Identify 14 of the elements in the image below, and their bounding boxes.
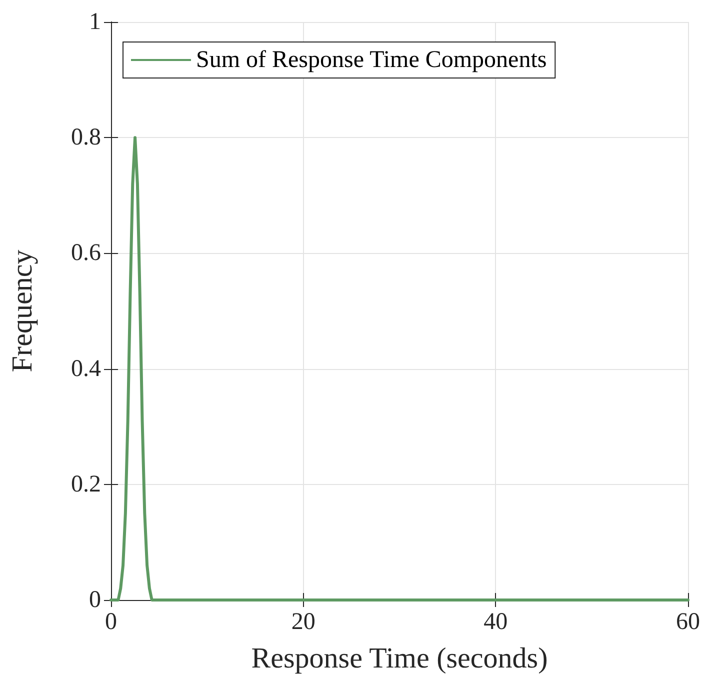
line-series bbox=[110, 136, 690, 602]
x-tick-label: 60 bbox=[676, 609, 700, 635]
y-tick-label: 0.2 bbox=[71, 471, 101, 498]
y-tick-label: 1 bbox=[89, 9, 101, 35]
x-tick-label: 20 bbox=[291, 609, 316, 635]
y-tick-label: 0 bbox=[89, 587, 101, 613]
y-axis-title: Frequency bbox=[6, 249, 38, 372]
y-tick-label: 0.4 bbox=[71, 356, 101, 382]
x-tick-label: 40 bbox=[484, 609, 508, 635]
x-tick-label: 0 bbox=[105, 609, 117, 635]
x-axis-title: Response Time (seconds) bbox=[251, 642, 548, 674]
y-tick-label: 0.6 bbox=[71, 240, 101, 266]
legend-label: Sum of Response Time Components bbox=[196, 47, 547, 73]
y-tick-label: 0.8 bbox=[71, 124, 101, 151]
